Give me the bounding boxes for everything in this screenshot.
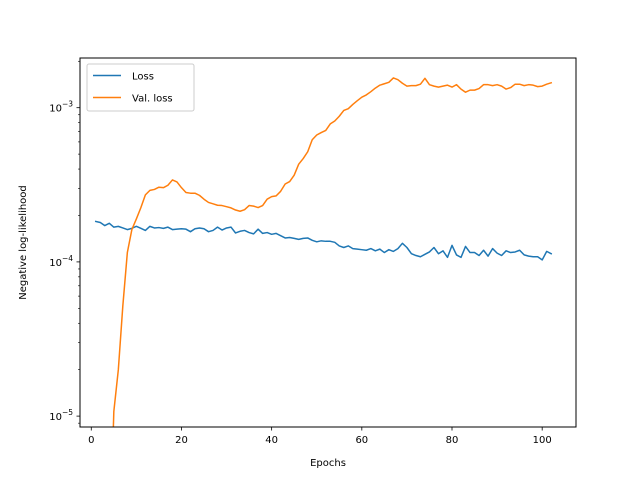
- y-axis: 10−5 10−4 10−3: [49, 60, 80, 424]
- series-layer: [94, 77, 553, 427]
- legend-label-val-loss: Val. loss: [132, 94, 173, 105]
- x-tick-label: 40: [265, 435, 278, 446]
- y-tick-label: 10−3: [49, 100, 73, 115]
- plot-frame: [79, 57, 577, 428]
- x-tick-label: 20: [175, 435, 188, 446]
- x-tick-label: 60: [355, 435, 368, 446]
- y-tick-label: 10−5: [49, 408, 73, 423]
- y-tick-label: 10−4: [49, 254, 73, 269]
- series-line-val-loss: [112, 77, 553, 427]
- x-tick-label: 100: [533, 435, 552, 446]
- x-axis-label: Epochs: [310, 458, 346, 469]
- y-axis-label: Negative log-likelihood: [18, 185, 29, 300]
- legend: Loss Val. loss: [86, 63, 195, 112]
- legend-label-loss: Loss: [132, 72, 154, 83]
- x-tick-label: 80: [446, 435, 459, 446]
- series-line-loss: [94, 220, 553, 261]
- x-tick-label: 0: [88, 435, 94, 446]
- x-axis: 0 20 40 60 80 100: [88, 427, 552, 446]
